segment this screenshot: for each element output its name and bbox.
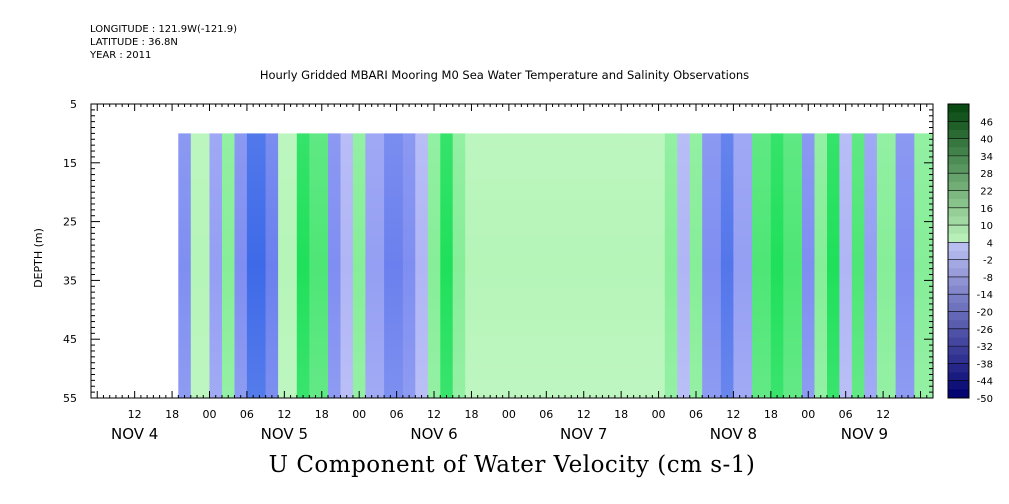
colorbar-swatch xyxy=(948,233,969,243)
colorbar-swatch xyxy=(948,129,969,139)
colorbar-label: 28 xyxy=(980,169,993,180)
x-hour-label: 00 xyxy=(652,408,666,421)
colorbar-swatch xyxy=(948,190,969,200)
colorbar-label: -26 xyxy=(977,325,993,336)
colorbar-swatch xyxy=(948,302,969,312)
colorbar-swatch xyxy=(948,121,969,131)
colorbar-swatch xyxy=(948,138,969,148)
colorbar-swatch xyxy=(948,276,969,286)
colorbar-swatch xyxy=(948,389,969,399)
latitude-label: LATITUDE : 36.8N xyxy=(90,37,178,48)
colorbar-label: -20 xyxy=(977,308,993,319)
colorbar-swatch xyxy=(948,104,969,113)
x-hour-label: 18 xyxy=(165,408,179,421)
field-shading xyxy=(178,133,933,398)
colorbar-label: -32 xyxy=(977,342,993,353)
y-tick-label: 35 xyxy=(63,274,77,287)
colorbar-swatch xyxy=(948,225,969,235)
colorbar-label: -8 xyxy=(983,273,993,284)
colorbar-swatch xyxy=(948,346,969,356)
colorbar-label: -50 xyxy=(977,394,993,405)
colorbar-swatch xyxy=(948,285,969,295)
x-day-label: NOV 8 xyxy=(710,425,757,443)
colorbar-swatch xyxy=(948,181,969,191)
colorbar-label: -38 xyxy=(977,359,993,370)
x-hour-label: 18 xyxy=(315,408,329,421)
colorbar-label: 34 xyxy=(980,152,993,163)
variable-title: U Component of Water Velocity (cm s-1) xyxy=(268,452,756,478)
x-hour-label: 00 xyxy=(801,408,815,421)
x-hour-label: 12 xyxy=(876,408,890,421)
colorbar-swatch xyxy=(948,337,969,347)
colorbar: 46 40 34 28 22 16 10 4 -2 -8 -14 -20 -26 -32 -38 -44 -50 xyxy=(947,103,993,405)
velocity-field xyxy=(178,133,933,398)
colorbar-label: -44 xyxy=(977,377,993,388)
colorbar-swatch xyxy=(948,155,969,165)
colorbar-swatch xyxy=(948,164,969,174)
colorbar-label: -2 xyxy=(983,256,993,267)
colorbar-swatch xyxy=(948,268,969,278)
x-hour-label: 12 xyxy=(277,408,291,421)
axes: 5 15 25 35 45 55 12 18 00 06 12 18 00 06 12 18 00 06 12 18 0… xyxy=(63,98,934,443)
colorbar-swatch xyxy=(948,294,969,304)
colorbar-label: 22 xyxy=(980,186,993,197)
y-tick-label: 55 xyxy=(63,392,77,405)
colorbar-swatch xyxy=(948,207,969,217)
x-hour-label: 12 xyxy=(726,408,740,421)
colorbar-label: 16 xyxy=(980,204,993,215)
x-hour-label: 18 xyxy=(614,408,628,421)
colorbar-label: 40 xyxy=(980,135,993,146)
x-hour-label: 12 xyxy=(427,408,441,421)
colorbar-swatch xyxy=(948,372,969,382)
x-hour-label: 00 xyxy=(352,408,366,421)
longitude-label: LONGITUDE : 121.9W(-121.9) xyxy=(90,24,237,35)
colorbar-swatch xyxy=(948,320,969,330)
colorbar-swatch xyxy=(948,242,969,252)
y-tick-label: 15 xyxy=(63,157,77,170)
colorbar-label: 46 xyxy=(980,117,993,128)
colorbar-swatch xyxy=(948,216,969,226)
colorbar-swatch xyxy=(948,354,969,364)
x-hour-label: 06 xyxy=(689,408,703,421)
colorbar-swatch xyxy=(948,251,969,260)
y-tick-label: 25 xyxy=(63,216,77,229)
x-hour-label: 06 xyxy=(539,408,553,421)
chart-title: Hourly Gridded MBARI Mooring M0 Sea Wate… xyxy=(259,68,750,82)
x-day-label: NOV 7 xyxy=(560,425,607,443)
colorbar-swatch xyxy=(948,380,969,390)
colorbar-swatch xyxy=(948,328,969,338)
x-hour-label: 00 xyxy=(502,408,516,421)
colorbar-swatch xyxy=(948,147,969,157)
colorbar-label: 4 xyxy=(987,238,993,249)
x-hour-label: 12 xyxy=(577,408,591,421)
colorbar-label: 10 xyxy=(980,221,993,232)
x-hour-label: 12 xyxy=(128,408,142,421)
colorbar-label: -14 xyxy=(977,290,993,301)
x-hour-label: 00 xyxy=(203,408,217,421)
x-day-label: NOV 5 xyxy=(261,425,308,443)
x-hour-label: 18 xyxy=(464,408,478,421)
colorbar-swatch xyxy=(948,199,969,209)
y-tick-label: 5 xyxy=(70,98,77,111)
colorbar-swatch xyxy=(948,311,969,321)
colorbar-swatch xyxy=(948,259,969,269)
x-day-label: NOV 6 xyxy=(410,425,457,443)
colorbar-swatch xyxy=(948,173,969,183)
y-tick-label: 45 xyxy=(63,333,77,346)
x-day-label: NOV 4 xyxy=(111,425,158,443)
x-hour-label: 18 xyxy=(764,408,778,421)
x-hour-label: 06 xyxy=(240,408,254,421)
x-day-label: NOV 9 xyxy=(841,425,888,443)
colorbar-swatch xyxy=(948,363,969,373)
x-hour-label: 06 xyxy=(839,408,853,421)
year-label: YEAR : 2011 xyxy=(90,50,152,61)
colorbar-swatch xyxy=(948,112,969,122)
x-hour-label: 06 xyxy=(390,408,404,421)
